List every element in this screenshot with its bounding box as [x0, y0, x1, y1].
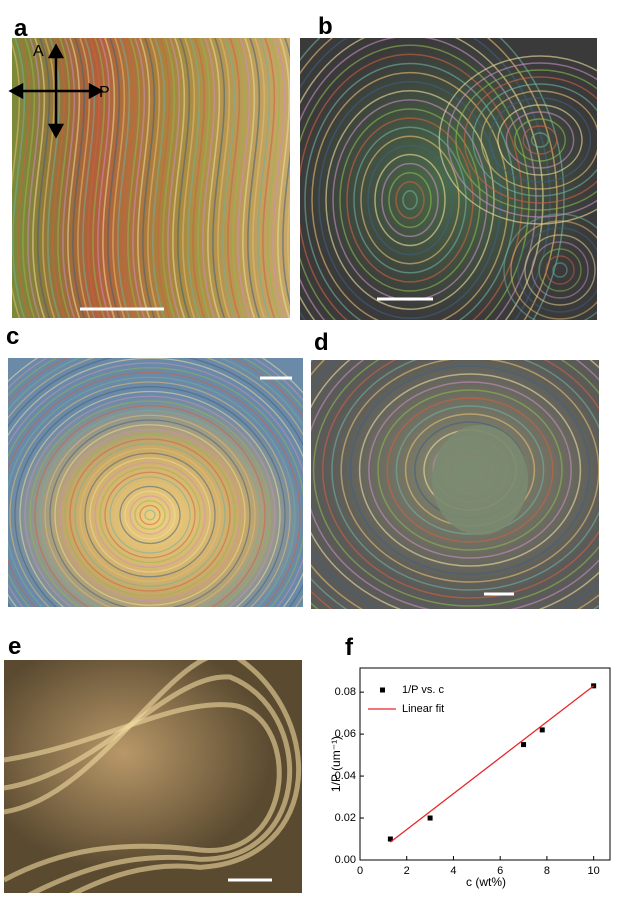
core [432, 425, 528, 535]
x-tick-label: 8 [544, 865, 550, 877]
y-tick-label: 0.04 [335, 770, 356, 782]
y-axis-label: 1/P (um⁻¹) [329, 736, 343, 792]
y-tick-label: 0.08 [335, 686, 356, 698]
y-tick-label: 0.06 [335, 728, 356, 740]
x-tick-label: 0 [357, 865, 363, 877]
data-point [428, 816, 433, 821]
x-axis-label: c (wt%) [466, 875, 506, 889]
panel-label: a [14, 15, 28, 42]
figure: A P a b c d e f c (wt%) 1/P (um⁻¹) 0 2 4 6 8… [0, 0, 619, 903]
x-tick-label: 4 [450, 865, 456, 877]
legend-marker [380, 688, 385, 693]
x-tick-label: 10 [588, 865, 600, 877]
panel-label: f [345, 634, 354, 661]
plot-frame [360, 668, 610, 860]
y-tick-label: 0.02 [335, 812, 356, 824]
chart: c (wt%) 1/P (um⁻¹) 0 2 4 6 8 10 0.00 0.02 0.04 0.… [329, 668, 610, 889]
y-tick-label: 0.00 [335, 854, 356, 866]
panel-label: b [318, 13, 333, 40]
polarizer-label: P [99, 84, 110, 101]
data-point [521, 742, 526, 747]
panel-label: c [6, 323, 19, 350]
legend-label: Linear fit [402, 703, 444, 715]
panel-label: e [8, 633, 21, 660]
analyzer-label: A [33, 43, 44, 60]
x-tick-label: 6 [497, 865, 503, 877]
legend-label: 1/P vs. c [402, 684, 444, 696]
panel-label: d [314, 329, 329, 356]
x-tick-label: 2 [404, 865, 410, 877]
data-point [540, 727, 545, 732]
